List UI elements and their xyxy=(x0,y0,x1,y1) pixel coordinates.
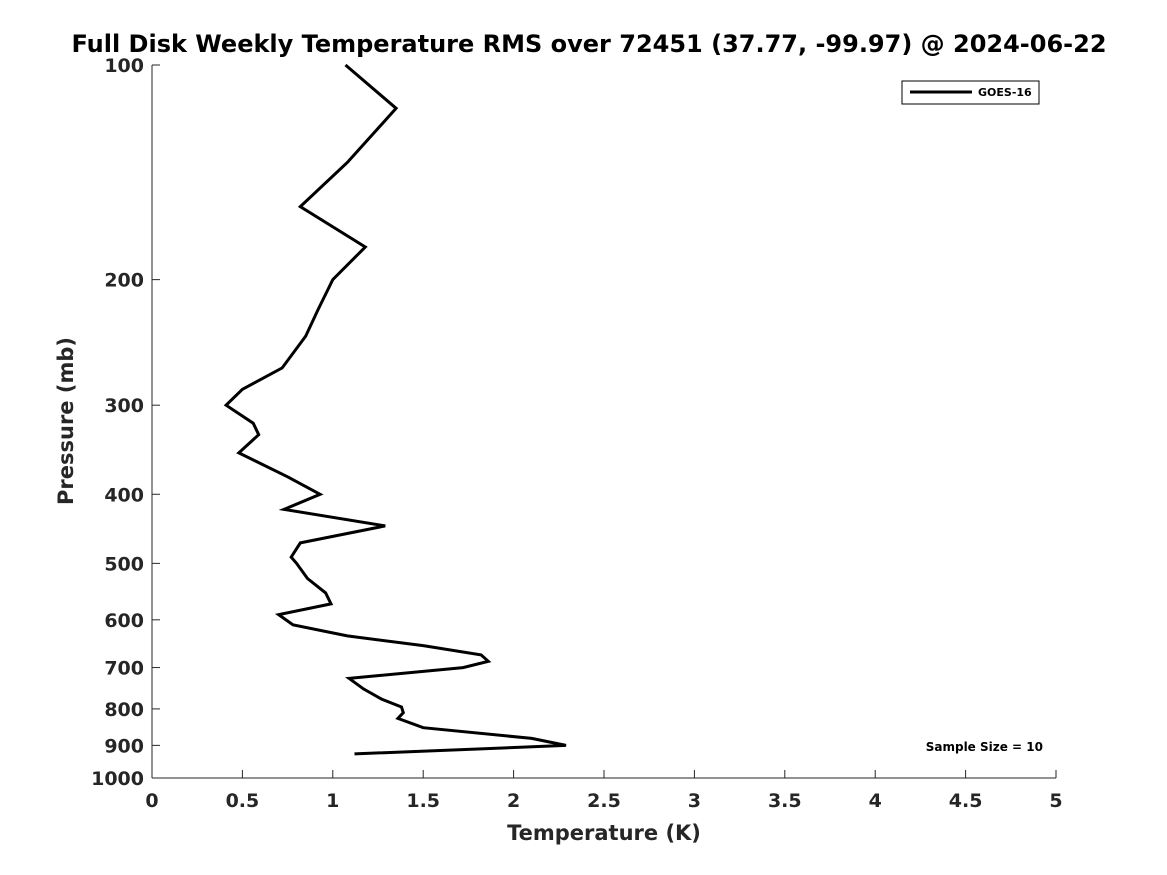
plot-area xyxy=(152,65,1056,778)
y-tick-label: 600 xyxy=(104,610,144,632)
x-tick-label: 3.5 xyxy=(768,790,802,812)
x-tick-label: 4 xyxy=(869,790,882,812)
series-layer xyxy=(223,63,567,756)
y-axis-label: Pressure (mb) xyxy=(54,337,78,505)
y-tick-label: 300 xyxy=(104,395,144,417)
x-tick-label: 0.5 xyxy=(226,790,260,812)
legend: GOES-16 xyxy=(901,80,1040,105)
x-tick-label: 2.5 xyxy=(587,790,621,812)
y-tick-label: 700 xyxy=(104,658,144,680)
x-tick-label: 1 xyxy=(326,790,339,812)
x-tick-label: 3 xyxy=(688,790,701,812)
y-tick-label: 100 xyxy=(104,55,144,77)
y-tick-label: 800 xyxy=(104,699,144,721)
chart-title: Full Disk Weekly Temperature RMS over 72… xyxy=(71,30,1106,58)
x-tick-label: 4.5 xyxy=(949,790,983,812)
y-tick-label: 1000 xyxy=(91,768,144,790)
x-axis-label: Temperature (K) xyxy=(507,821,701,845)
y-tick-label: 900 xyxy=(104,735,144,757)
x-tick-label: 0 xyxy=(145,790,158,812)
legend-label-goes-16: GOES-16 xyxy=(978,86,1032,99)
y-tick-label: 200 xyxy=(104,270,144,292)
x-tick-label: 2 xyxy=(507,790,520,812)
x-tick-label: 5 xyxy=(1049,790,1062,812)
x-tick-label: 1.5 xyxy=(406,790,440,812)
x-axis: 0 0.5 1 1.5 2 2.5 3 3.5 4 4.5 5 xyxy=(145,770,1063,812)
y-tick-label: 400 xyxy=(104,484,144,506)
sample-size-annotation: Sample Size = 10 xyxy=(926,740,1043,754)
y-tick-label: 500 xyxy=(104,553,144,575)
y-axis: 100 200 300 400 500 600 700 800 900 1000 xyxy=(91,55,160,790)
